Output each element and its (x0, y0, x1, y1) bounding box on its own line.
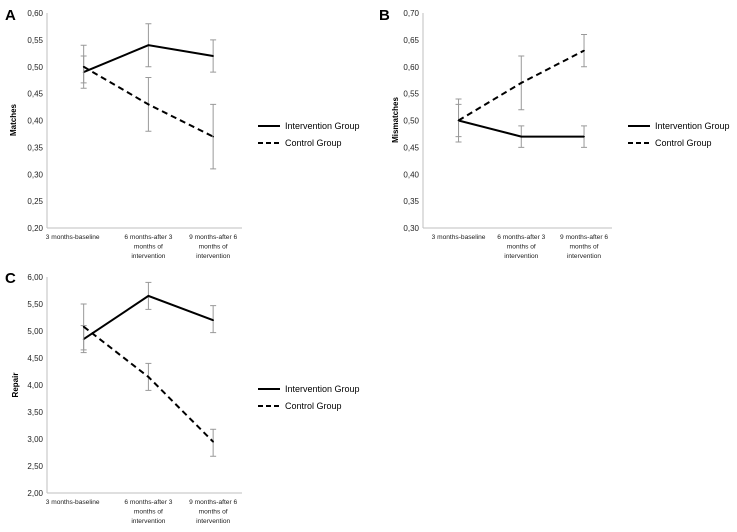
y-tick-label: 0,35 (403, 197, 419, 206)
series-intervention-group (455, 103, 588, 148)
y-tick-label: 0,65 (403, 36, 419, 45)
data-point (147, 295, 150, 297)
chart-panel-c: C 2,00 2,50 3,00 3,50 4,00 4,50 5,00 5,50 6,00 Rep… (5, 270, 360, 525)
data-point (212, 135, 214, 138)
y-tick-label: 4,00 (27, 381, 43, 390)
x-tick-label: 3 months-baseline (46, 499, 100, 506)
series-intervention-group (80, 281, 217, 354)
series-control-group (455, 34, 588, 143)
chart-panel-a: A 0,20 0,25 0,30 0,35 0,40 0,45 0,50 0,55 0,60 Mat… (5, 7, 360, 260)
data-point (147, 44, 150, 47)
x-tick-label: 6 months-after 3 (124, 499, 172, 506)
legend-label: Control Group (655, 138, 712, 148)
x-tick-label: 9 months-after 6 (189, 234, 237, 241)
data-point (583, 49, 585, 52)
x-tick-label: 6 months-after 3 (497, 234, 545, 241)
legend-label: Intervention Group (285, 121, 360, 131)
data-point (147, 376, 150, 378)
x-tick-label: 6 months-after 3 (124, 234, 172, 241)
panel-letter: B (379, 7, 390, 24)
data-point (212, 55, 214, 57)
data-point (520, 135, 523, 138)
data-point (583, 135, 585, 138)
y-tick-label: 0,55 (403, 90, 419, 99)
panel-letter: A (5, 7, 16, 24)
x-tick-label: months of (570, 244, 599, 251)
series-control-group (80, 303, 217, 457)
y-tick-label: 0,30 (27, 170, 43, 179)
x-tick-label: 9 months-after 6 (560, 234, 608, 241)
panel-letter: C (5, 270, 16, 287)
x-tick-label: months of (199, 509, 228, 516)
x-tick-label: intervention (131, 518, 165, 525)
data-point (147, 103, 150, 106)
y-tick-label: 6,00 (27, 273, 43, 282)
y-axis-label: Matches (9, 103, 18, 136)
x-tick-label: months of (134, 509, 163, 516)
y-tick-label: 0,45 (27, 90, 43, 99)
y-axis-label: Mismatches (391, 97, 400, 143)
y-tick-label: 4,50 (27, 354, 43, 363)
x-tick-label: intervention (504, 253, 538, 260)
data-point (212, 440, 214, 443)
x-tick-label: months of (134, 244, 163, 251)
x-tick-label: months of (507, 244, 536, 251)
y-tick-label: 0,40 (27, 117, 43, 126)
legend-label: Control Group (285, 138, 342, 148)
y-tick-label: 0,35 (27, 143, 43, 152)
y-tick-label: 0,50 (27, 63, 43, 72)
data-point (212, 319, 214, 322)
data-point (82, 325, 85, 328)
y-tick-label: 0,70 (403, 9, 419, 18)
y-tick-label: 0,60 (403, 63, 419, 72)
x-tick-label: intervention (196, 253, 230, 260)
data-point (520, 82, 523, 84)
x-tick-label: 9 months-after 6 (189, 499, 237, 506)
x-tick-label: intervention (196, 518, 230, 525)
y-tick-label: 0,55 (27, 36, 43, 45)
y-tick-label: 0,20 (27, 224, 43, 233)
legend-label: Intervention Group (285, 384, 360, 394)
series-control-group (80, 44, 217, 170)
data-point (457, 119, 460, 122)
y-tick-label: 5,00 (27, 327, 43, 336)
y-tick-label: 0,45 (403, 143, 419, 152)
y-tick-label: 0,25 (27, 197, 43, 206)
y-tick-label: 0,50 (403, 117, 419, 126)
y-tick-label: 0,60 (27, 9, 43, 18)
y-tick-label: 0,30 (403, 224, 419, 233)
y-tick-label: 2,50 (27, 462, 43, 471)
legend-label: Control Group (285, 401, 342, 411)
y-tick-label: 3,00 (27, 435, 43, 444)
y-tick-label: 3,50 (27, 408, 43, 417)
data-point (82, 65, 85, 68)
chart-panel-b: B 0,30 0,35 0,40 0,45 0,50 0,55 0,60 0,65 0,70 Mis… (379, 7, 730, 260)
legend-label: Intervention Group (655, 121, 730, 131)
y-tick-label: 2,00 (27, 489, 43, 498)
x-tick-label: 3 months-baseline (46, 234, 100, 241)
x-tick-label: intervention (567, 253, 601, 260)
y-tick-label: 0,40 (403, 170, 419, 179)
y-axis-label: Repair (11, 373, 20, 398)
y-tick-label: 5,50 (27, 300, 43, 309)
x-tick-label: months of (199, 244, 228, 251)
x-tick-label: 3 months-baseline (432, 234, 486, 241)
x-tick-label: intervention (131, 253, 165, 260)
